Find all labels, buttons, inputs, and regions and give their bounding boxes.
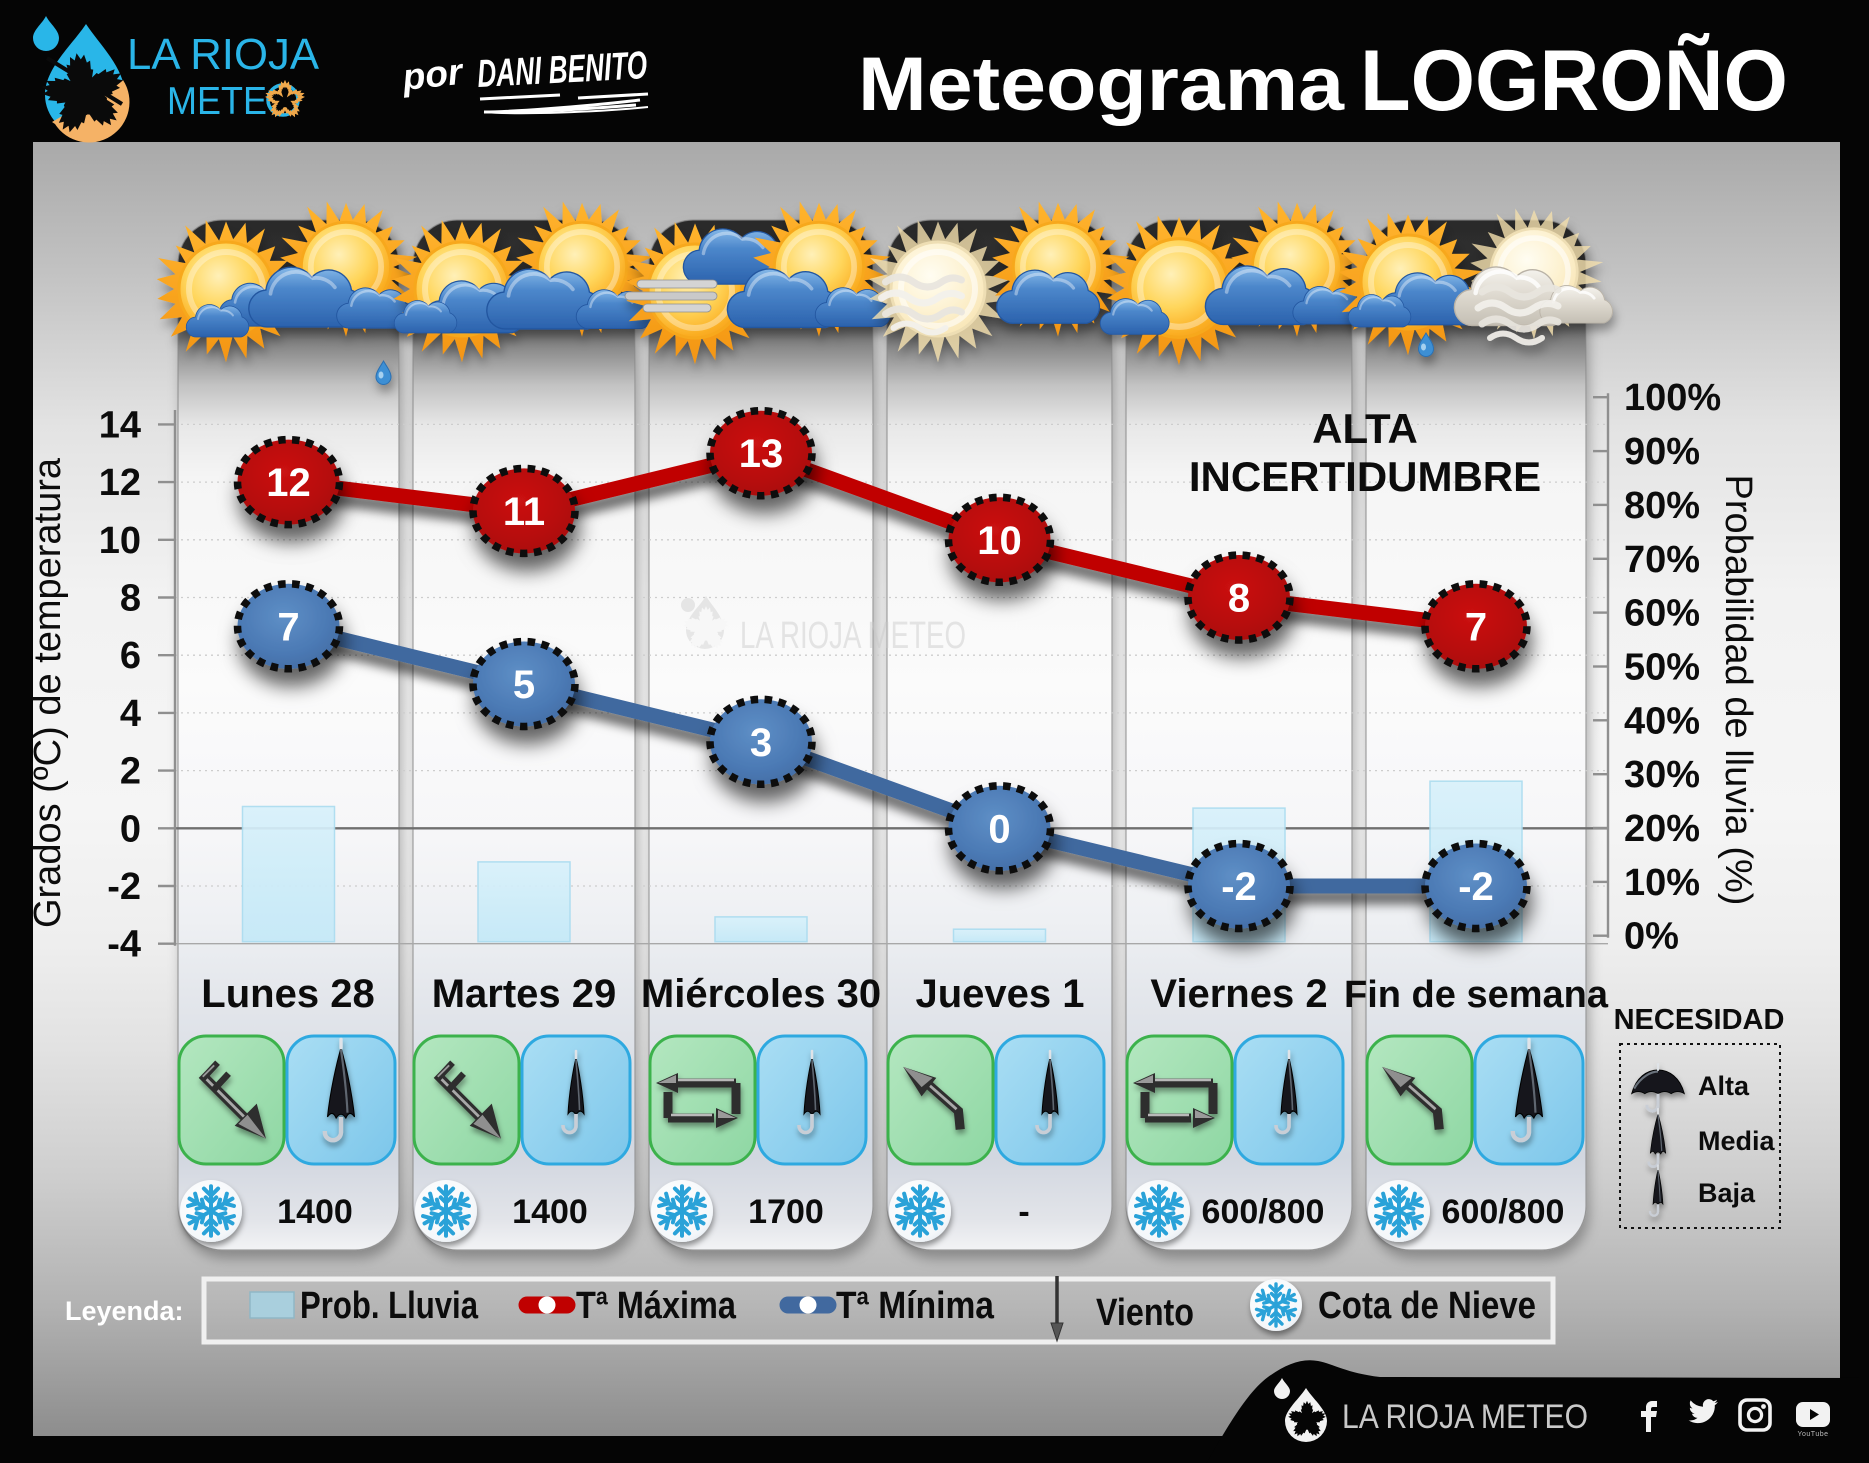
svg-text:Viernes 2: Viernes 2 [1150, 972, 1327, 1016]
svg-text:-: - [1018, 1193, 1029, 1231]
svg-text:4: 4 [120, 693, 141, 735]
svg-text:0%: 0% [1624, 916, 1679, 958]
svg-text:30%: 30% [1624, 754, 1700, 796]
svg-text:INCERTIDUMBRE: INCERTIDUMBRE [1189, 453, 1541, 500]
svg-text:YouTube: YouTube [1797, 1431, 1828, 1438]
svg-text:40%: 40% [1624, 700, 1700, 742]
svg-text:-2: -2 [1221, 865, 1257, 909]
svg-text:-2: -2 [107, 866, 141, 908]
svg-text:DANI BENITO: DANI BENITO [476, 44, 648, 96]
svg-text:10: 10 [977, 519, 1022, 563]
svg-text:Fin de semana: Fin de semana [1344, 974, 1609, 1016]
svg-text:LOGROÑO: LOGROÑO [1360, 33, 1788, 129]
svg-text:50%: 50% [1624, 647, 1700, 689]
svg-text:Prob. Lluvia: Prob. Lluvia [300, 1285, 479, 1327]
svg-text:Tª Mínima: Tª Mínima [836, 1285, 995, 1327]
svg-text:8: 8 [120, 578, 141, 620]
svg-text:20%: 20% [1624, 808, 1700, 850]
svg-text:LA RIOJA METEO: LA RIOJA METEO [740, 615, 966, 657]
svg-text:METE: METE [167, 80, 267, 123]
svg-text:60%: 60% [1624, 593, 1700, 635]
svg-text:0: 0 [120, 808, 141, 850]
svg-text:70%: 70% [1624, 539, 1700, 581]
svg-text:12: 12 [99, 462, 141, 504]
svg-text:Baja: Baja [1698, 1178, 1756, 1208]
svg-text:8: 8 [1228, 577, 1250, 621]
svg-text:12: 12 [266, 461, 311, 505]
svg-text:Probabilidad de lluvia (%): Probabilidad de lluvia (%) [1717, 475, 1759, 906]
svg-text:600/800: 600/800 [1442, 1193, 1565, 1231]
svg-text:Media: Media [1698, 1126, 1776, 1156]
svg-text:-2: -2 [1458, 865, 1494, 909]
svg-text:3: 3 [750, 721, 772, 765]
svg-text:Tª Máxima: Tª Máxima [576, 1285, 737, 1327]
svg-text:0: 0 [988, 807, 1010, 851]
svg-text:Grados (ºC) de temperatura: Grados (ºC) de temperatura [27, 457, 69, 928]
svg-text:5: 5 [513, 663, 535, 707]
svg-text:Alta: Alta [1698, 1071, 1750, 1101]
svg-text:Cota de Nieve: Cota de Nieve [1318, 1285, 1536, 1327]
svg-text:6: 6 [120, 635, 141, 677]
svg-text:Jueves 1: Jueves 1 [915, 972, 1084, 1016]
svg-text:Martes 29: Martes 29 [432, 972, 617, 1016]
svg-text:NECESIDAD: NECESIDAD [1614, 1004, 1785, 1036]
svg-text:LA RIOJA: LA RIOJA [127, 30, 320, 79]
svg-text:LA RIOJA METEO: LA RIOJA METEO [1342, 1398, 1588, 1436]
svg-text:100%: 100% [1624, 377, 1721, 419]
svg-text:2: 2 [120, 751, 141, 793]
svg-text:7: 7 [1465, 605, 1487, 649]
svg-text:7: 7 [277, 605, 299, 649]
svg-text:Meteograma: Meteograma [858, 42, 1345, 127]
svg-text:600/800: 600/800 [1202, 1193, 1325, 1231]
svg-text:-4: -4 [107, 924, 141, 966]
svg-text:90%: 90% [1624, 431, 1700, 473]
svg-text:13: 13 [739, 432, 784, 476]
svg-text:por: por [400, 51, 467, 98]
svg-text:1400: 1400 [277, 1193, 353, 1231]
svg-text:10%: 10% [1624, 862, 1700, 904]
svg-text:Lunes 28: Lunes 28 [201, 972, 374, 1016]
svg-text:Leyenda:: Leyenda: [65, 1296, 184, 1326]
svg-text:ALTA: ALTA [1312, 405, 1418, 452]
svg-text:Viento: Viento [1096, 1292, 1194, 1334]
svg-text:80%: 80% [1624, 485, 1700, 527]
svg-text:1400: 1400 [512, 1193, 588, 1231]
svg-text:14: 14 [99, 404, 141, 446]
svg-text:Miércoles 30: Miércoles 30 [641, 972, 881, 1016]
svg-text:10: 10 [99, 520, 141, 562]
svg-text:1700: 1700 [748, 1193, 824, 1231]
svg-text:11: 11 [503, 490, 545, 534]
